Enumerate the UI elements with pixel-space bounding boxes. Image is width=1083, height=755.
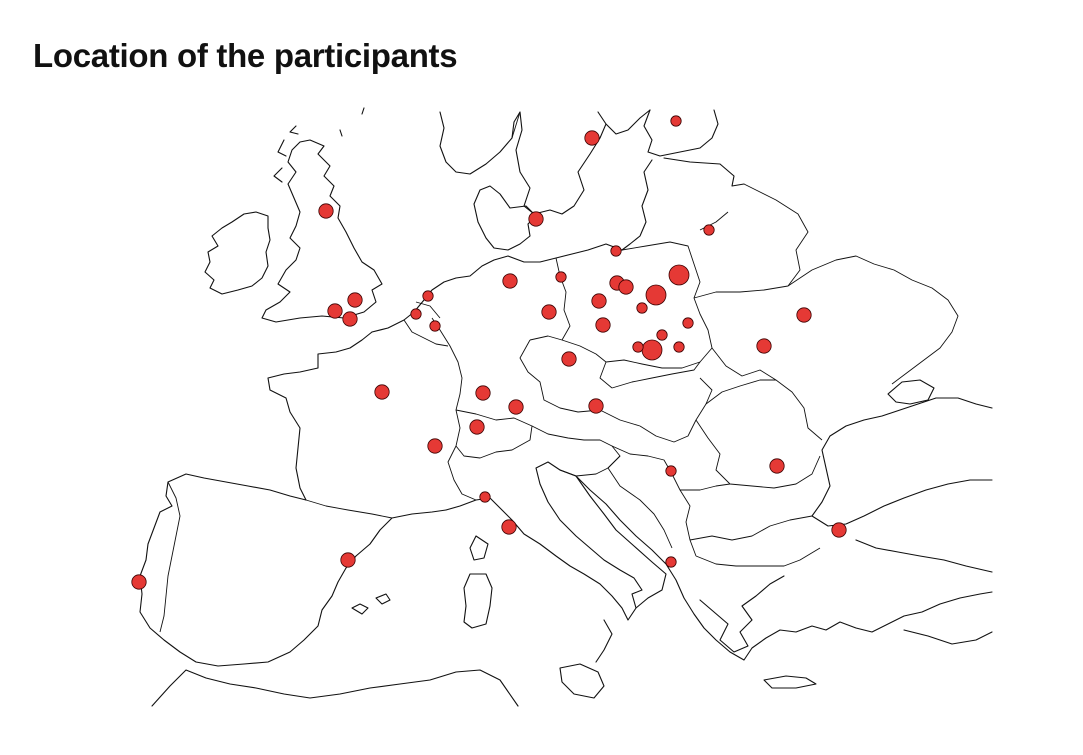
- border-ukraine: [711, 255, 959, 441]
- participant-marker-lublin: [682, 317, 694, 329]
- north-sea-coast: [371, 243, 623, 333]
- participant-marker-vilnius: [703, 224, 715, 236]
- border-balkans: [607, 445, 821, 567]
- participant-marker-prague: [561, 351, 577, 367]
- country-borders: [159, 111, 959, 633]
- participant-marker-stockholm: [584, 130, 600, 146]
- border-switzerland: [455, 409, 533, 459]
- participant-marker-kyiv: [796, 307, 812, 323]
- border-belarus: [693, 183, 809, 299]
- border-spain-france: [305, 499, 393, 519]
- participant-marker-vienna: [588, 398, 604, 414]
- norway-sweden-outline: [439, 109, 651, 215]
- participant-marker-bialystok: [668, 264, 690, 286]
- participant-marker-lodz: [636, 302, 648, 314]
- participant-marker-hamburg: [502, 273, 518, 289]
- great-britain-outline: [261, 139, 383, 323]
- participant-marker-cambridge: [347, 292, 363, 308]
- ireland-outline: [204, 211, 271, 295]
- participant-marker-lisbon: [131, 574, 147, 590]
- italy-outline: [575, 475, 667, 663]
- crimea-outline: [887, 379, 935, 405]
- participant-marker-pisa: [501, 519, 517, 535]
- participant-marker-munich: [508, 399, 524, 415]
- participant-marker-berlin: [555, 271, 567, 283]
- denmark-outline: [473, 185, 537, 251]
- participant-marker-bucharest: [769, 458, 785, 474]
- participant-marker-poznan: [591, 293, 607, 309]
- participant-marker-jena: [541, 304, 557, 320]
- participant-marker-edinburgh: [318, 203, 334, 219]
- corsica-sardinia-outline: [463, 535, 493, 629]
- participant-marker-kielce: [656, 329, 668, 341]
- map-title: Location of the participants: [33, 37, 458, 74]
- participant-marker-bydgoszcz: [618, 279, 634, 295]
- participant-marker-istanbul: [831, 522, 847, 538]
- participant-marker-lviv: [756, 338, 772, 354]
- scottish-isles: [273, 107, 365, 183]
- baltic-states-outline: [621, 157, 745, 251]
- participant-marker-tirana: [665, 556, 677, 568]
- border-poland-east: [605, 241, 713, 369]
- participant-marker-amsterdam: [422, 290, 434, 302]
- participant-marker-wroclaw: [595, 317, 611, 333]
- participant-marker-oxford: [327, 303, 343, 319]
- border-france-germany: [431, 317, 463, 447]
- participant-marker-copenhagen: [528, 211, 544, 227]
- participant-marker-genoa: [479, 491, 491, 503]
- border-spain-portugal: [159, 481, 181, 633]
- participant-marker-krakow: [641, 339, 663, 361]
- finland-outline: [643, 109, 719, 157]
- coastlines: [139, 107, 993, 707]
- border-benelux: [403, 301, 449, 347]
- adriatic-east-coast: [559, 469, 993, 661]
- greece-outline: [699, 575, 785, 653]
- participant-marker-katowice: [632, 341, 644, 353]
- north-africa-coast: [151, 669, 519, 707]
- balearic-outline: [351, 593, 391, 615]
- participant-markers: [131, 115, 847, 590]
- sicily-outline: [559, 663, 605, 699]
- anatolia-coast: [855, 539, 993, 645]
- participant-marker-gdansk: [610, 245, 622, 257]
- participant-marker-warsaw: [645, 284, 667, 306]
- crete-outline: [763, 675, 817, 689]
- border-sweden-norway: [511, 111, 521, 139]
- border-slovakia-hungary: [611, 361, 713, 443]
- border-germany-czech-austria: [519, 335, 641, 427]
- participant-marker-belgrade: [665, 465, 677, 477]
- black-sea-coast: [811, 397, 993, 527]
- border-germany-poland: [555, 257, 571, 341]
- participant-marker-tallinn: [670, 115, 682, 127]
- participant-marker-barcelona: [340, 552, 356, 568]
- participant-marker-bristol: [342, 311, 358, 327]
- border-italy-north: [447, 425, 621, 501]
- french-riviera-coast: [445, 461, 643, 621]
- participant-marker-zurich: [469, 419, 485, 435]
- iberia-outline: [139, 473, 447, 667]
- participant-marker-paris: [374, 384, 390, 400]
- participant-marker-stuttgart: [475, 385, 491, 401]
- participant-marker-leiden: [410, 308, 422, 320]
- participant-marker-leuven: [429, 320, 441, 332]
- participant-marker-rzeszow: [673, 341, 685, 353]
- france-atlantic-coast: [267, 331, 373, 501]
- participant-marker-lyon: [427, 438, 443, 454]
- border-romania: [695, 379, 821, 489]
